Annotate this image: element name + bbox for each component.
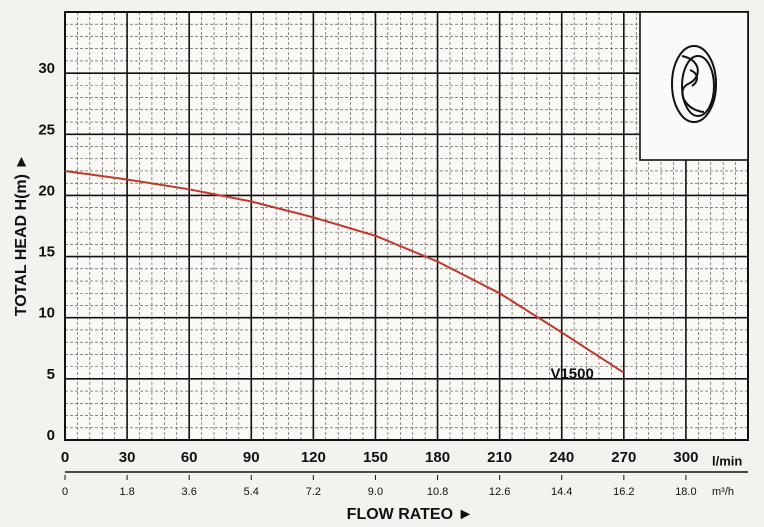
x-axis-title: FLOW RATEO ► (347, 506, 474, 523)
x-tick-label: 30 (119, 449, 136, 466)
x2-tick-label: 5.4 (244, 486, 259, 498)
x2-tick-label: 10.8 (427, 486, 448, 498)
x-tick-label: 300 (673, 449, 698, 466)
x2-tick-label: 9.0 (368, 486, 383, 498)
chart: FLOW RATEO ► TOTAL HEAD H(m) ► l/min m³/… (0, 0, 764, 527)
x2-tick-label: 16.2 (613, 486, 634, 498)
y-tick-label: 15 (38, 244, 55, 261)
y-axis-title: TOTAL HEAD H(m) ► (13, 154, 30, 317)
x-tick-label: 210 (487, 449, 512, 466)
y-tick-label: 5 (47, 366, 55, 383)
x-tick-label: 0 (61, 449, 69, 466)
x2-tick-label: 7.2 (306, 486, 321, 498)
x-tick-label: 120 (301, 449, 326, 466)
x-tick-label: 180 (425, 449, 450, 466)
x2-tick-label: 3.6 (182, 486, 197, 498)
x-tick-label: 60 (181, 449, 198, 466)
y-tick-label: 10 (38, 305, 55, 322)
x-unit: l/min (712, 453, 742, 468)
x-tick-label: 270 (611, 449, 636, 466)
x-tick-label: 150 (363, 449, 388, 466)
x-tick-label: 240 (549, 449, 574, 466)
y-tick-label: 0 (47, 427, 55, 444)
y-tick-label: 30 (38, 60, 55, 77)
y-tick-label: 20 (38, 182, 55, 199)
x2-unit: m³/h (712, 486, 734, 498)
series-label: V1500 (550, 366, 593, 383)
x2-tick-label: 12.6 (489, 486, 510, 498)
x2-tick-label: 14.4 (551, 486, 572, 498)
x2-tick-label: 0 (62, 486, 68, 498)
x2-tick-label: 18.0 (675, 486, 696, 498)
icon-box (640, 12, 748, 160)
y-tick-label: 25 (38, 121, 55, 138)
x2-tick-label: 1.8 (119, 486, 134, 498)
x-tick-label: 90 (243, 449, 260, 466)
